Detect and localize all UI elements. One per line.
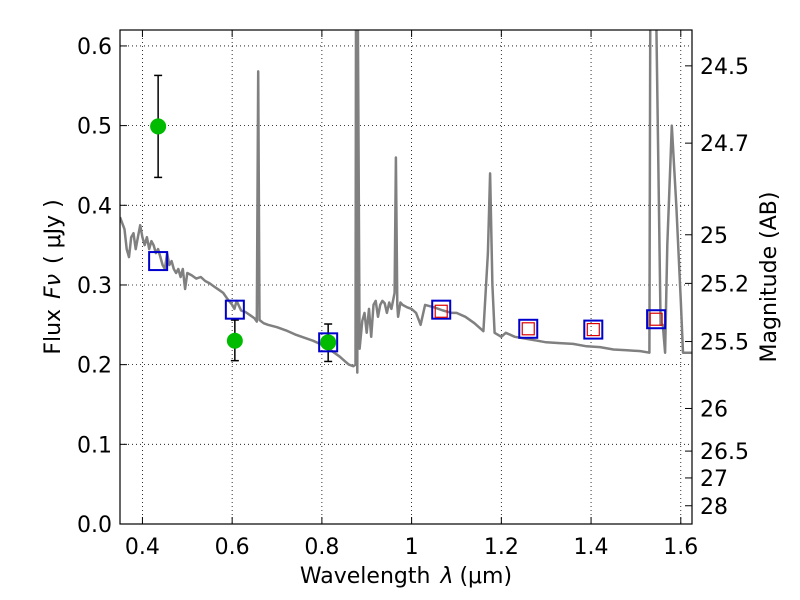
y2-axis-label: Magnitude (AB): [757, 192, 782, 363]
x-tick-label: 1.2: [484, 535, 519, 560]
y-tick-label: 0.0: [77, 513, 112, 538]
y2-tick-label: 28: [700, 495, 728, 520]
x-axis-label: Wavelength λ (μm): [300, 564, 512, 589]
y2-tick-label: 24.7: [700, 132, 749, 157]
y-tick-label: 0.2: [77, 354, 112, 379]
y2-tick-label: 27: [700, 467, 728, 492]
model-band-flux-marker: [431, 299, 452, 320]
x-tick-label: 1.4: [574, 535, 609, 560]
observed-flux-point: [150, 118, 167, 135]
y2-tick-label: 26.5: [700, 440, 749, 465]
upper-limit-flux-marker: [586, 322, 600, 337]
plot-area: [120, 30, 692, 374]
x-tick-label: 0.4: [125, 535, 160, 560]
y-tick-label: 0.4: [77, 194, 112, 219]
model-band-flux-marker: [518, 318, 539, 339]
observed-flux-point: [226, 332, 243, 349]
upper-limit-flux-marker: [649, 312, 663, 326]
x-tick-label: 1: [405, 535, 419, 560]
y2-tick-label: 25.5: [700, 331, 749, 356]
y-tick-label: 0.6: [77, 35, 112, 60]
x-tick-label: 1.6: [663, 535, 698, 560]
upper-limit-flux-marker: [434, 304, 448, 318]
y-tick-label: 0.5: [77, 115, 112, 140]
y-tick-label: 0.3: [77, 274, 112, 299]
model-band-flux-marker: [318, 332, 339, 353]
y-tick-label: 0.1: [77, 433, 112, 458]
upper-limit-flux-marker: [521, 322, 535, 336]
plot-frame: [119, 29, 693, 525]
model-band-flux-marker: [224, 299, 245, 320]
observed-flux-point: [320, 334, 337, 351]
y-axis-label: FluxFν( μJy ): [41, 199, 66, 354]
model-band-flux-marker: [148, 251, 169, 272]
y2-tick-label: 24.5: [700, 55, 749, 80]
x-tick-label: 0.6: [215, 535, 250, 560]
model-band-flux-marker: [583, 319, 604, 340]
model-band-flux-marker: [646, 309, 667, 330]
x-tick-label: 0.8: [304, 535, 339, 560]
axis-ticks: 0.4 0.6 0.8 1 1.2 1.4 1.6 0.0 0.1 0.2 0.3 0.4 0.5 0.6…: [77, 30, 749, 560]
y2-tick-label: 25.2: [700, 272, 749, 297]
y2-tick-label: 25: [700, 224, 728, 249]
y2-tick-label: 26: [700, 397, 728, 422]
